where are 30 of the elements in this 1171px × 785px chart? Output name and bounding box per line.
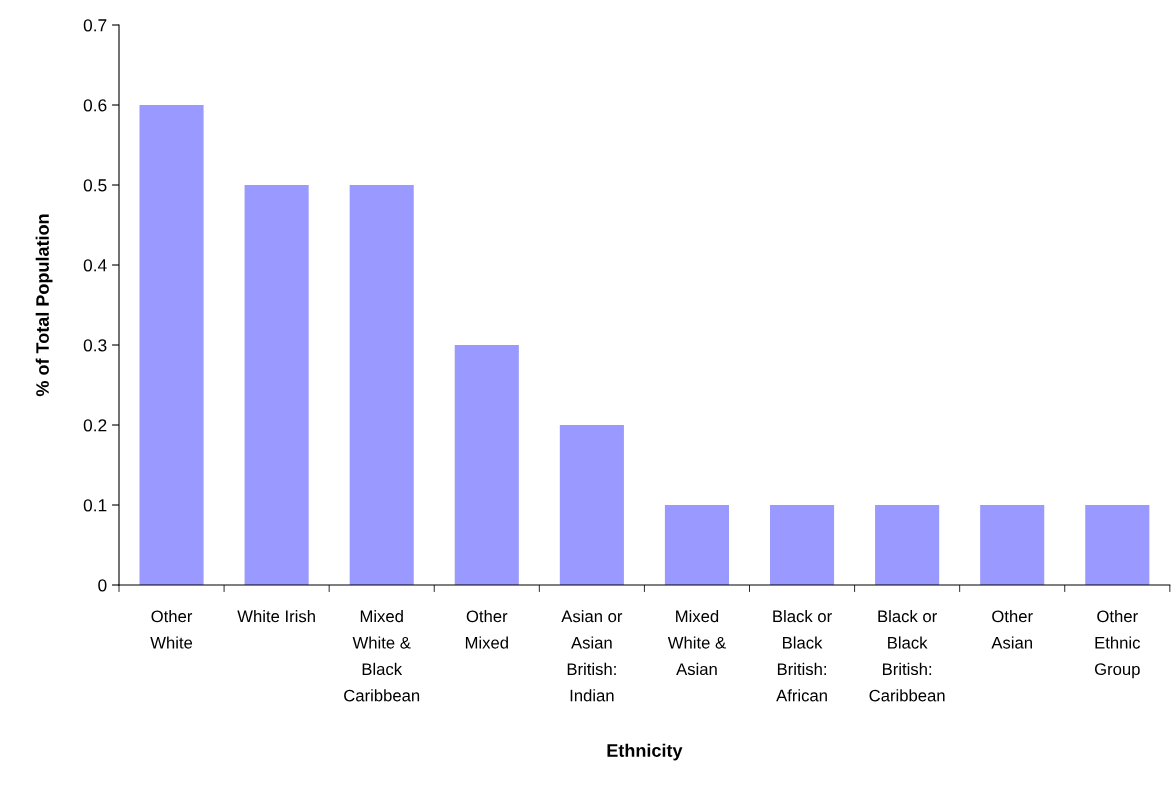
bar — [454, 345, 519, 585]
bar — [769, 505, 835, 585]
y-tick-label: 0.3 — [83, 339, 107, 352]
y-axis-title: % of Total Population — [35, 214, 53, 397]
x-tick-label: Black or Black British: African — [773, 610, 832, 702]
bar — [559, 425, 624, 585]
y-tick-label: 0.6 — [83, 99, 107, 112]
bar — [664, 505, 730, 585]
bar — [875, 505, 940, 585]
y-tick-label: 0.1 — [83, 499, 107, 512]
bar — [980, 505, 1045, 585]
bar — [244, 185, 309, 585]
x-tick-label: Asian or Asian British: Indian — [561, 610, 623, 702]
y-tick-label: 0.4 — [83, 259, 107, 272]
y-tick-label: 0.5 — [83, 179, 107, 192]
x-tick-label: Mixed White & Asian — [667, 610, 726, 676]
x-tick-label: Other White — [150, 610, 193, 649]
x-axis-title: Ethnicity — [607, 743, 683, 761]
bar — [1085, 505, 1150, 585]
x-tick-label: Black or Black British: Caribbean — [869, 610, 945, 702]
x-tick-label: Other Asian — [991, 610, 1033, 649]
bar — [349, 185, 414, 585]
x-tick-label: Other Mixed — [465, 610, 508, 649]
x-tick-label: Mixed White & Black Caribbean — [344, 610, 420, 702]
x-tick-label: White Irish — [237, 610, 315, 623]
y-tick-label: 0.2 — [83, 419, 107, 432]
y-tick-label: 0 — [98, 579, 107, 592]
y-tick-label: 0.7 — [83, 19, 107, 32]
bar — [139, 105, 204, 585]
x-tick-label: Other Ethnic Group — [1094, 610, 1141, 679]
